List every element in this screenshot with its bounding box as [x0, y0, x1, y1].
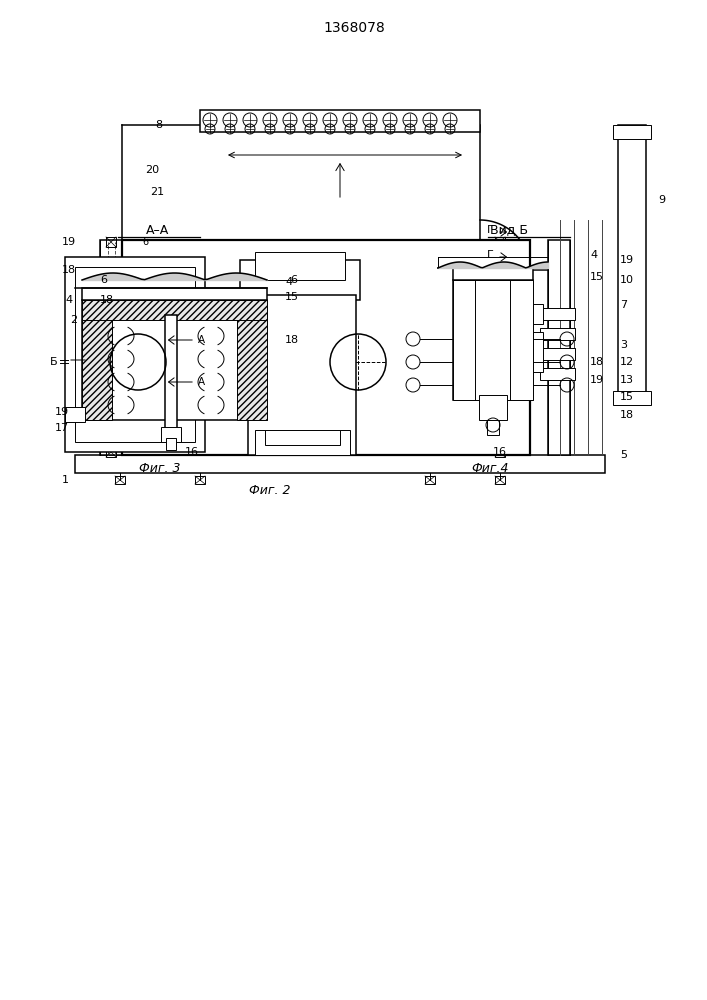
- Bar: [75, 267, 195, 442]
- Text: А–А: А–А: [146, 224, 170, 236]
- Bar: [495, 237, 505, 247]
- Bar: [453, 268, 533, 280]
- Bar: [548, 240, 570, 455]
- Text: 6: 6: [290, 275, 297, 285]
- Text: Фиг.4: Фиг.4: [472, 462, 509, 475]
- Text: Фиг. 3: Фиг. 3: [139, 462, 181, 475]
- Bar: [302, 298, 342, 320]
- Bar: [495, 476, 505, 484]
- Text: 5: 5: [620, 450, 627, 460]
- Bar: [65, 257, 205, 452]
- Text: 7: 7: [620, 300, 627, 310]
- Text: 20: 20: [145, 165, 159, 175]
- Text: Г: Г: [487, 225, 493, 235]
- Text: 19: 19: [55, 407, 69, 417]
- Bar: [200, 110, 480, 132]
- Text: 18: 18: [62, 265, 76, 275]
- Bar: [487, 420, 499, 435]
- Bar: [82, 300, 267, 420]
- Text: 19: 19: [620, 255, 634, 265]
- Bar: [533, 332, 543, 372]
- Text: 8: 8: [155, 120, 162, 130]
- Bar: [540, 328, 575, 340]
- Bar: [165, 315, 177, 435]
- Text: 6: 6: [142, 237, 148, 247]
- Bar: [82, 300, 267, 320]
- Text: 6: 6: [100, 275, 107, 285]
- Bar: [540, 368, 575, 380]
- Text: 3: 3: [620, 340, 627, 350]
- Bar: [255, 252, 345, 280]
- Text: 15: 15: [620, 392, 634, 402]
- Bar: [248, 295, 356, 455]
- Bar: [453, 280, 533, 400]
- Text: 15: 15: [285, 292, 299, 302]
- Text: А: А: [198, 377, 205, 387]
- Bar: [540, 308, 575, 320]
- Bar: [425, 476, 435, 484]
- Bar: [613, 391, 651, 405]
- Text: 19: 19: [590, 375, 604, 385]
- Bar: [115, 476, 125, 484]
- Text: 18: 18: [285, 335, 299, 345]
- Bar: [479, 395, 507, 420]
- Text: 1368078: 1368078: [323, 21, 385, 35]
- Bar: [613, 125, 651, 139]
- Text: А: А: [198, 335, 205, 345]
- Bar: [166, 438, 176, 450]
- Text: 4: 4: [65, 295, 72, 305]
- Bar: [240, 260, 360, 300]
- Text: Г: Г: [487, 250, 493, 260]
- Text: 17: 17: [55, 423, 69, 433]
- Text: Вид Б: Вид Б: [490, 224, 528, 236]
- Text: 10: 10: [620, 275, 634, 285]
- Text: 18: 18: [620, 410, 634, 420]
- Bar: [195, 476, 205, 484]
- Text: 18: 18: [590, 357, 604, 367]
- Bar: [82, 300, 112, 420]
- Bar: [75, 455, 605, 473]
- Text: 9: 9: [658, 195, 665, 205]
- Text: 21: 21: [150, 187, 164, 197]
- Bar: [106, 237, 116, 247]
- Bar: [122, 240, 530, 455]
- Bar: [618, 125, 646, 405]
- Text: 19: 19: [62, 237, 76, 247]
- Text: Фиг. 2: Фиг. 2: [250, 484, 291, 496]
- Bar: [161, 427, 181, 442]
- Bar: [106, 447, 116, 457]
- Bar: [533, 304, 543, 324]
- Text: 18: 18: [100, 295, 114, 305]
- Bar: [453, 280, 533, 400]
- Text: 16: 16: [493, 447, 507, 457]
- Bar: [133, 357, 143, 367]
- Text: Б: Б: [50, 357, 58, 367]
- Bar: [262, 298, 302, 320]
- Text: 12: 12: [620, 357, 634, 367]
- Text: 13: 13: [620, 375, 634, 385]
- Bar: [82, 288, 267, 300]
- Bar: [540, 348, 575, 360]
- Bar: [495, 447, 505, 457]
- Text: 1: 1: [62, 475, 69, 485]
- Text: 15: 15: [590, 272, 604, 282]
- Bar: [237, 300, 267, 420]
- Bar: [100, 240, 122, 455]
- Text: 2: 2: [70, 315, 77, 325]
- Text: 4: 4: [285, 277, 292, 287]
- Bar: [265, 430, 340, 445]
- Bar: [65, 407, 85, 422]
- Bar: [255, 430, 350, 455]
- Text: 4: 4: [590, 250, 597, 260]
- Text: 16: 16: [185, 447, 199, 457]
